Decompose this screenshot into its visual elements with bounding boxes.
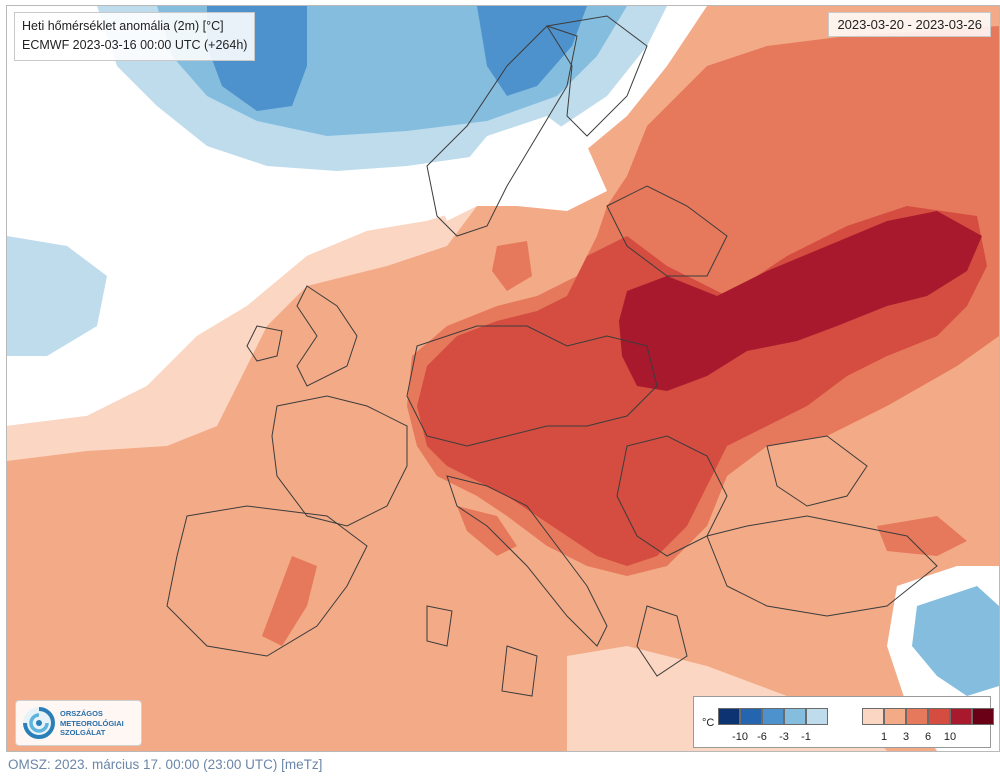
anomaly-zone-warm-spain: [262, 556, 317, 646]
logo-line-2: METEOROLÓGIAI: [60, 718, 124, 728]
legend-swatch-warm-5: [950, 708, 972, 725]
map-title: Heti hőmérséklet anomália (2m) [°C]: [22, 19, 224, 33]
legend-swatch-warm-1: [862, 708, 884, 725]
legend-swatch-warm-4: [928, 708, 950, 725]
anomaly-zone-very-strong-warm: [619, 211, 982, 391]
omsz-logo: ORSZÁGOS METEOROLÓGIAI SZOLGÁLAT: [15, 700, 142, 746]
legend-swatch-warm-2: [884, 708, 906, 725]
legend-swatch-cold-2: [740, 708, 762, 725]
legend-swatch-cold-1: [718, 708, 740, 725]
anomaly-map: [7, 6, 999, 751]
legend-swatch-cold-4: [784, 708, 806, 725]
country-borders: [166, 15, 938, 697]
legend-tick-warm-2: 3: [902, 731, 910, 743]
legend-tick-cold-1: -10: [732, 731, 748, 743]
period-label: 2023-03-20 - 2023-03-26: [828, 12, 991, 37]
logo-line-3: SZOLGÁLAT: [60, 728, 106, 737]
legend-swatch-warm-3: [906, 708, 928, 725]
legend-unit: °C: [702, 717, 715, 729]
footer-timestamp: OMSZ: 2023. március 17. 00:00 (23:00 UTC…: [8, 757, 323, 772]
legend-swatch-cold-3: [762, 708, 784, 725]
map-frame: Heti hőmérséklet anomália (2m) [°C] ECMW…: [6, 5, 1000, 752]
anomaly-zone-cold-middle-east: [912, 586, 999, 696]
color-legend: °C -10 -6 -3 -1 1 3 6 10: [693, 696, 994, 748]
logo-text: ORSZÁGOS METEOROLÓGIAI SZOLGÁLAT: [60, 709, 124, 738]
anomaly-zone-warm-eastern-turkey: [877, 516, 967, 556]
legend-tick-warm-3: 6: [924, 731, 932, 743]
legend-tick-warm-1: 1: [880, 731, 888, 743]
anomaly-zone-warm-italy: [457, 506, 517, 556]
map-title-box: Heti hőmérséklet anomália (2m) [°C] ECMW…: [14, 12, 256, 61]
legend-tick-warm-4: 10: [943, 731, 957, 743]
anomaly-zone-warm-denmark: [492, 241, 532, 291]
anomaly-zone-cold-core-scandinavia: [477, 6, 587, 96]
anomaly-zone-light-warm-atlantic: [7, 206, 477, 461]
legend-swatch-cold-5: [806, 708, 828, 725]
legend-tick-cold-2: -6: [757, 731, 767, 743]
omsz-swirl-icon: [23, 707, 55, 739]
model-run-label: ECMWF 2023-03-16 00:00 UTC (+264h): [22, 38, 248, 52]
anomaly-zone-neutral-scandinavia: [437, 116, 607, 221]
legend-swatch-warm-6: [972, 708, 994, 725]
anomaly-zone-cool-west: [7, 236, 107, 356]
legend-tick-cold-3: -3: [779, 731, 789, 743]
legend-tick-cold-4: -1: [801, 731, 811, 743]
logo-line-1: ORSZÁGOS: [60, 709, 103, 718]
